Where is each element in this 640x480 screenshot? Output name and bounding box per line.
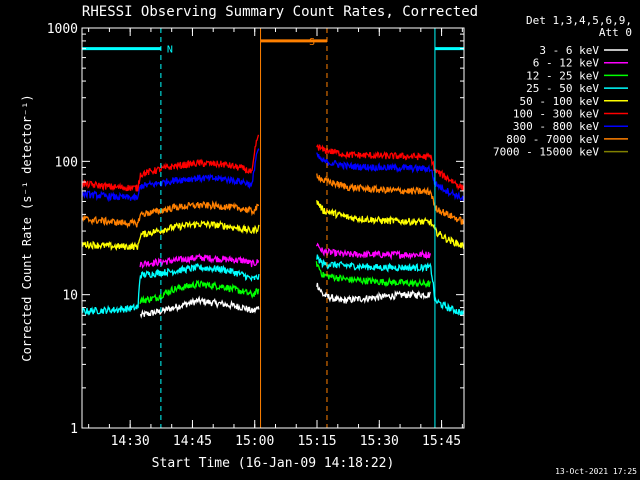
legend-label: 300 - 800 keV [513,120,599,133]
legend-label: 6 - 12 keV [533,57,600,70]
x-tick-label: 15:15 [297,434,336,449]
chart-title: RHESSI Observing Summary Count Rates, Co… [82,4,478,20]
series-line-6 [81,147,465,203]
legend-label: 50 - 100 keV [520,95,600,108]
flag-label-N: N [167,45,173,56]
x-tick-label: 15:45 [422,434,461,449]
footer-timestamp: 13-Oct-2021 17:25 [555,467,637,476]
x-tick-label: 15:00 [235,434,274,449]
plot-frame [81,27,465,429]
series-line-1 [139,242,432,269]
x-tick-label: 15:30 [360,434,399,449]
legend-label: 100 - 300 keV [513,108,599,121]
series-line-7 [81,173,465,229]
legend-header-line-1: Det 1,3,4,5,6,9, [526,14,632,27]
legend-header-line-2: Att 0 [599,26,632,39]
legend-label: 25 - 50 keV [526,82,599,95]
plot-area: N S 1000 100 10 1 14:30 14:45 15:00 15:15 15:30 1… [47,22,465,449]
y-tick-label: 10 [62,289,78,304]
legend-label: 3 - 6 keV [539,44,599,57]
series-line-2 [139,261,432,305]
legend-label: 12 - 25 keV [526,69,599,82]
x-tick-label: 14:30 [111,434,150,449]
y-tick-label: 1000 [47,22,78,37]
series-line-5 [81,134,465,192]
x-tick-label: 14:45 [173,434,212,449]
y-tick-label: 1 [70,422,78,437]
series-line-3 [81,254,465,316]
y-axis-label: Corrected Count Rate (s⁻¹ detector⁻¹) [20,94,34,361]
legend-label: 800 - 7000 keV [506,133,599,146]
flag-label-S: S [309,37,315,48]
series-line-0 [139,282,431,319]
series-line-4 [81,200,465,252]
legend-label: 7000 - 15000 keV [493,146,599,159]
x-axis-label: Start Time (16-Jan-09 14:18:22) [152,456,395,471]
y-tick-label: 100 [55,155,78,170]
